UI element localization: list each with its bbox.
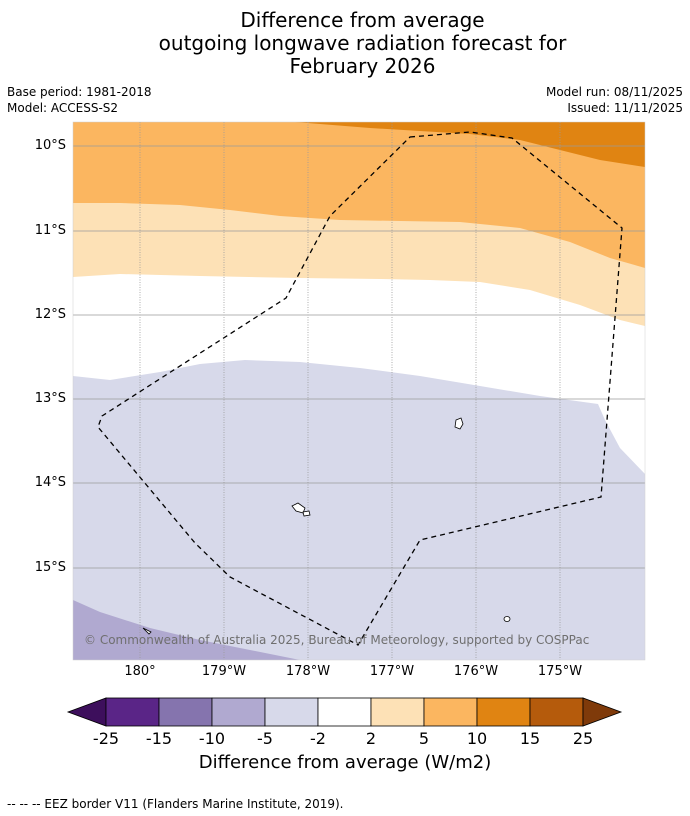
lon-label-177w: 177°W: [369, 664, 415, 679]
eez-border: [97, 131, 623, 646]
lon-label-178w: 178°W: [285, 664, 331, 679]
base-period: Base period: 1981-2018: [7, 85, 152, 99]
island-4: [503, 616, 511, 622]
colorbar: [66, 697, 623, 727]
colorbar-title: Difference from average (W/m2): [198, 752, 492, 773]
colorbar-segment-6: [370, 697, 425, 727]
colorbar-tick-10: 10: [466, 729, 488, 748]
colorbar-tick-5: 5: [418, 729, 430, 748]
lat-label-12s: 12°S: [34, 307, 66, 322]
eez-footnote: -- -- -- EEZ border V11 (Flanders Marine…: [7, 797, 344, 811]
colorbar-segment-8: [476, 697, 531, 727]
anomaly-band-neg2-to-neg5: [73, 360, 645, 660]
map-title-line-2: outgoing longwave radiation forecast for: [158, 31, 567, 55]
map-title-line-1: Difference from average: [240, 8, 485, 32]
lon-label-180: 180°: [124, 664, 156, 679]
colorbar-extend-left: [66, 697, 107, 727]
lat-label-13s: 13°S: [34, 391, 66, 406]
colorbar-segment-2: [158, 697, 213, 727]
model-run: Model run: 08/11/2025: [545, 85, 683, 99]
map-frame: [72, 121, 646, 661]
model-name: Model: ACCESS-S2: [7, 101, 119, 115]
colorbar-tick-2: 2: [365, 729, 377, 748]
colorbar-tick-neg2: -2: [310, 729, 326, 748]
colorbar-tick-neg5: -5: [257, 729, 273, 748]
lon-label-175w: 175°W: [537, 664, 583, 679]
lat-label-10s: 10°S: [34, 138, 66, 153]
issued-date: Issued: 11/11/2025: [567, 101, 683, 115]
colorbar-segment-4: [264, 697, 319, 727]
lat-label-15s: 15°S: [34, 560, 66, 575]
island-1: [454, 417, 464, 430]
anomaly-band-10-to-15: [295, 122, 645, 167]
lat-label-14s: 14°S: [34, 475, 66, 490]
colorbar-tick-15: 15: [519, 729, 541, 748]
map-plot-area: [73, 122, 645, 660]
island-2: [291, 502, 306, 514]
colorbar-segment-7: [423, 697, 478, 727]
lon-label-179w: 179°W: [201, 664, 247, 679]
colorbar-segment-1: [105, 697, 160, 727]
lat-label-11s: 11°S: [34, 223, 66, 238]
colorbar-tick-neg10: -10: [198, 729, 226, 748]
lon-label-176w: 176°W: [453, 664, 499, 679]
colorbar-tick-neg25: -25: [92, 729, 120, 748]
map-title-line-3: February 2026: [289, 54, 436, 78]
island-3: [302, 510, 311, 517]
colorbar-extend-right: [582, 697, 623, 727]
copyright-notice: © Commonwealth of Australia 2025, Bureau…: [84, 633, 590, 647]
anomaly-band-5-to-10: [73, 122, 645, 268]
colorbar-tick-neg15: -15: [145, 729, 173, 748]
anomaly-band-neg5-to-neg10: [73, 600, 300, 660]
colorbar-segment-5: [317, 697, 372, 727]
island-5: [142, 627, 152, 635]
colorbar-segment-9: [529, 697, 584, 727]
colorbar-tick-25: 25: [572, 729, 594, 748]
islands: [142, 417, 511, 635]
colorbar-segment-3: [211, 697, 266, 727]
